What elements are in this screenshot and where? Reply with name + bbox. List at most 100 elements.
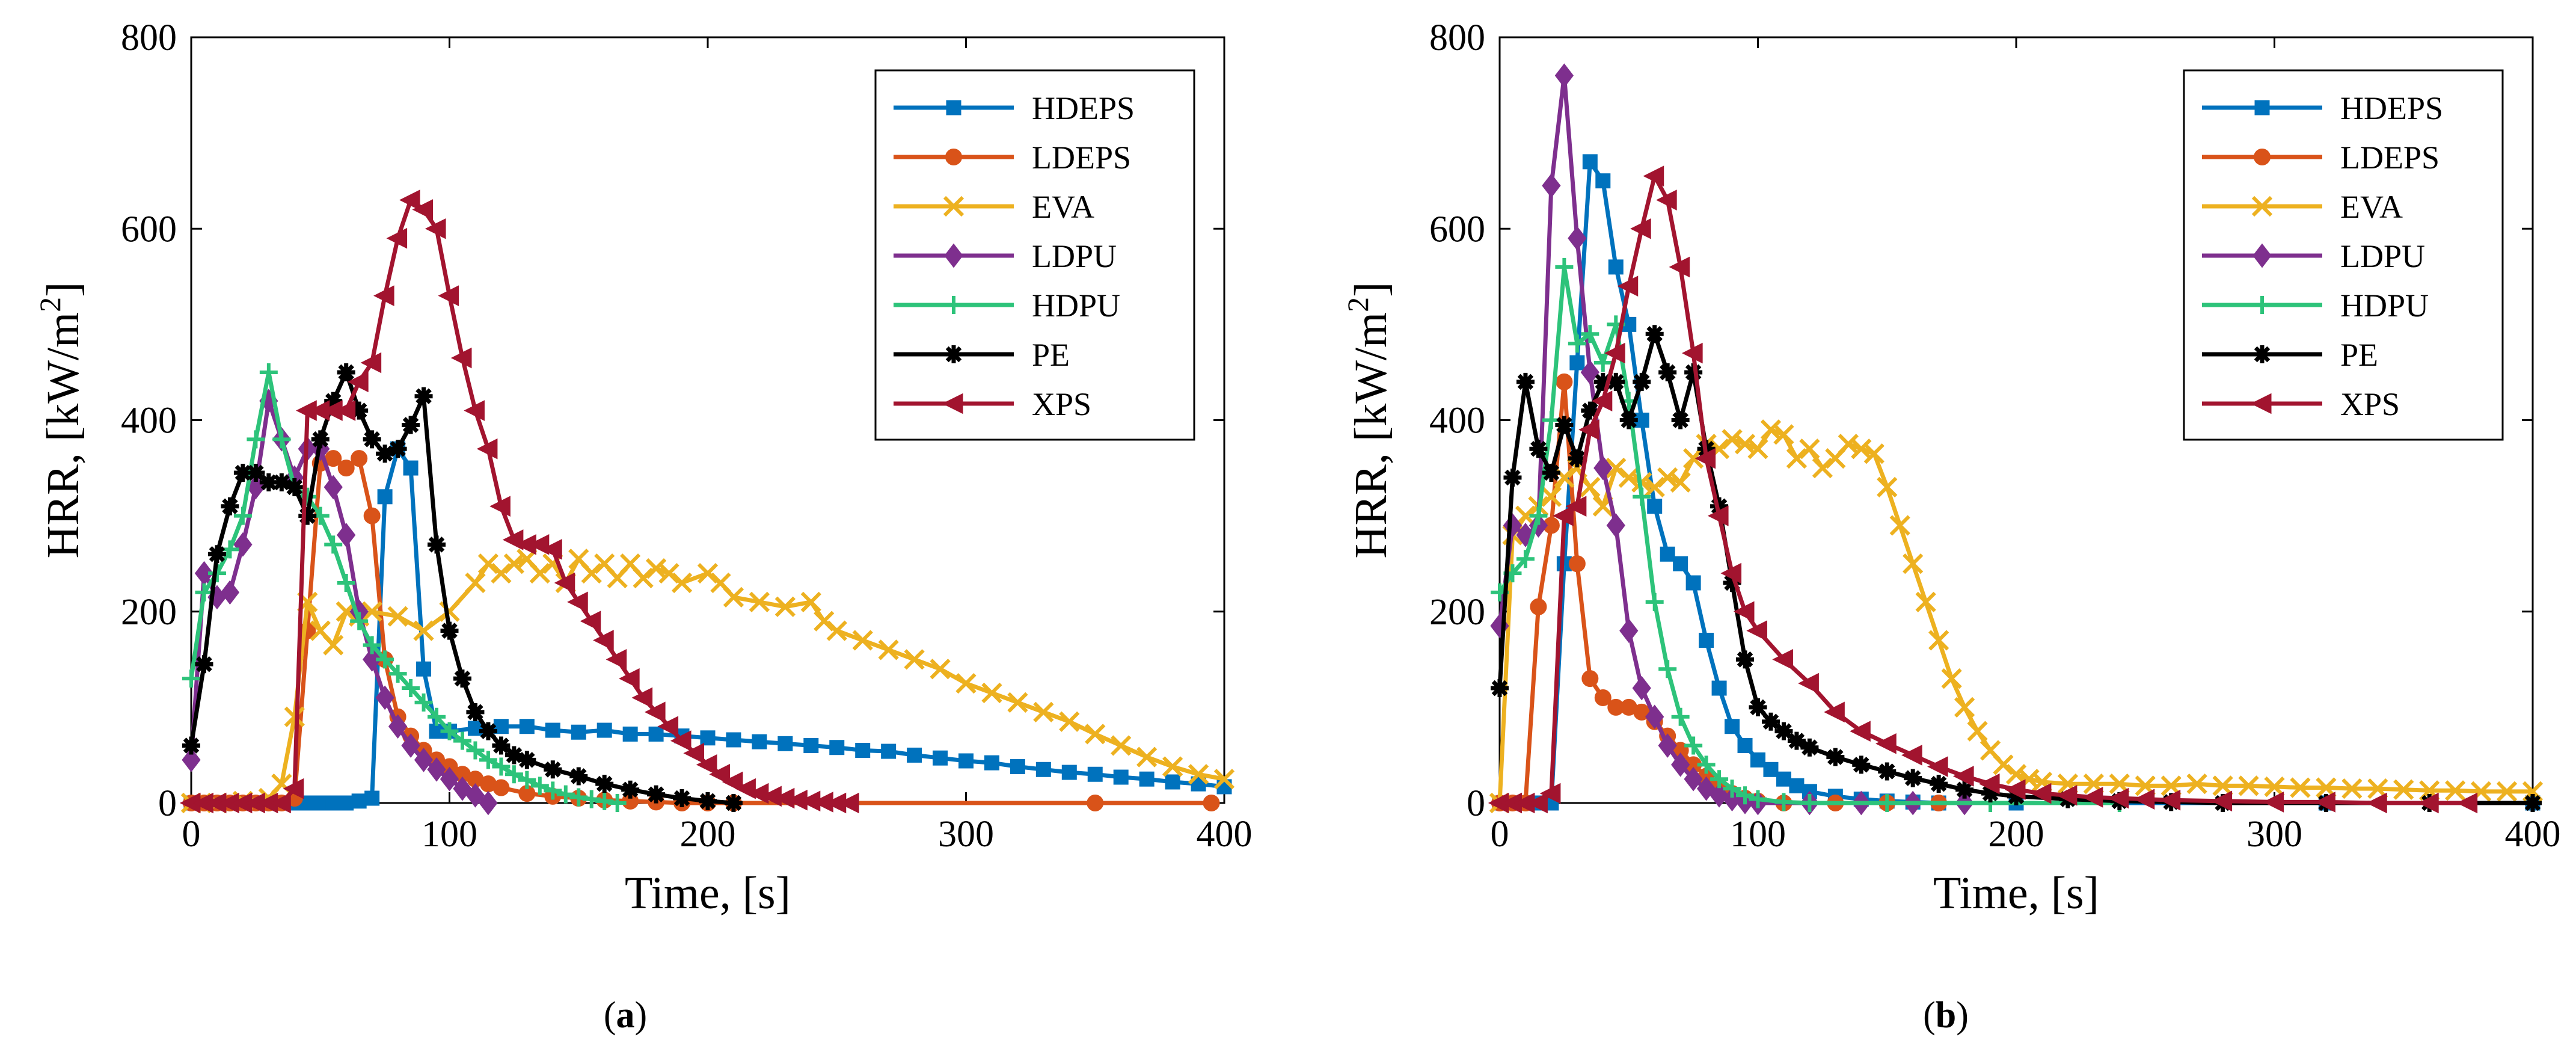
data-point <box>1632 675 1651 701</box>
data-point <box>1824 701 1845 723</box>
series-eva <box>1489 419 2544 814</box>
data-point <box>544 760 562 779</box>
data-point <box>1760 419 1782 440</box>
data-point <box>907 747 922 763</box>
data-point <box>1685 575 1701 591</box>
legend-marker <box>2253 296 2271 314</box>
data-point <box>633 567 654 589</box>
data-point <box>373 285 394 306</box>
data-point <box>1647 499 1663 514</box>
y-tick-label: 800 <box>121 17 177 58</box>
data-point <box>556 785 575 804</box>
data-point <box>313 795 328 811</box>
series-pe <box>182 363 743 812</box>
data-point <box>324 535 343 554</box>
data-point <box>726 732 741 748</box>
data-point <box>1707 505 1729 526</box>
data-point <box>1580 476 1601 498</box>
data-point <box>1915 591 1936 612</box>
data-point <box>2238 775 2259 796</box>
data-point <box>1682 342 1703 364</box>
data-point <box>324 475 343 500</box>
data-point <box>723 586 744 608</box>
data-point <box>2007 787 2025 805</box>
legend-label: LDEPS <box>1032 140 1131 176</box>
data-point <box>803 738 819 754</box>
data-point <box>1554 63 1574 88</box>
data-point <box>1736 650 1755 669</box>
data-point <box>1087 795 1104 811</box>
data-point <box>1007 692 1028 713</box>
legend-marker <box>2250 393 2272 414</box>
y-tick-label: 600 <box>121 209 177 250</box>
data-point <box>1928 630 1949 651</box>
data-point <box>645 558 667 579</box>
data-point <box>1568 334 1586 353</box>
data-point <box>325 795 341 811</box>
data-point <box>1658 363 1677 381</box>
data-point <box>1723 780 1741 798</box>
data-point <box>1618 467 1639 488</box>
data-point <box>878 639 899 660</box>
data-point <box>554 572 575 594</box>
data-point <box>1660 546 1675 562</box>
y-axis-label: HRR, [kW/m2] <box>33 282 88 559</box>
data-point <box>259 473 278 491</box>
data-point <box>2524 794 2542 812</box>
data-point <box>1747 438 1768 460</box>
data-point <box>489 496 511 517</box>
data-point <box>1927 756 1948 777</box>
data-point <box>363 507 381 525</box>
data-point <box>933 750 948 766</box>
data-point <box>749 591 770 612</box>
series-line-hdpu <box>189 370 618 805</box>
data-point <box>388 665 407 683</box>
data-point <box>465 572 486 594</box>
data-point <box>453 669 471 688</box>
data-point <box>2456 792 2478 814</box>
data-point <box>1901 745 1922 766</box>
data-point <box>774 596 796 617</box>
data-point <box>414 693 433 712</box>
data-point <box>376 445 394 463</box>
data-point <box>1749 790 1767 808</box>
data-point <box>1789 778 1805 793</box>
data-point <box>852 630 873 651</box>
data-point <box>1669 256 1690 278</box>
y-axis-label: HRR, [kW/m2] <box>1341 282 1396 559</box>
data-point <box>1578 419 1599 440</box>
data-point <box>1694 448 1716 469</box>
legend-label: HDPU <box>2340 288 2429 324</box>
x-tick-label: 100 <box>422 814 477 855</box>
data-point <box>1710 770 1729 789</box>
data-point <box>339 795 354 811</box>
data-point <box>1617 275 1639 297</box>
data-point <box>671 572 693 594</box>
data-point <box>439 601 460 622</box>
data-point <box>504 746 523 765</box>
data-point <box>1774 793 1793 811</box>
data-point <box>1113 769 1129 785</box>
data-point <box>1978 773 2000 795</box>
data-point <box>1633 487 1651 506</box>
x-tick-label: 400 <box>2505 814 2561 855</box>
data-point <box>1580 360 1599 385</box>
data-point <box>1555 416 1574 434</box>
data-point <box>1750 752 1765 768</box>
data-point <box>1878 762 1897 781</box>
data-point <box>233 464 252 482</box>
data-point <box>259 363 278 381</box>
data-point <box>647 785 666 804</box>
data-point <box>377 489 393 505</box>
data-point <box>881 743 897 759</box>
data-point <box>1619 411 1638 429</box>
data-point <box>595 775 614 793</box>
data-point <box>904 649 925 670</box>
legend-label: HDEPS <box>1032 90 1135 126</box>
data-point <box>360 352 382 374</box>
data-point <box>363 636 381 654</box>
data-point <box>1952 766 1974 787</box>
data-point <box>1763 761 1779 777</box>
data-point <box>337 460 355 477</box>
data-point <box>1568 226 1587 251</box>
